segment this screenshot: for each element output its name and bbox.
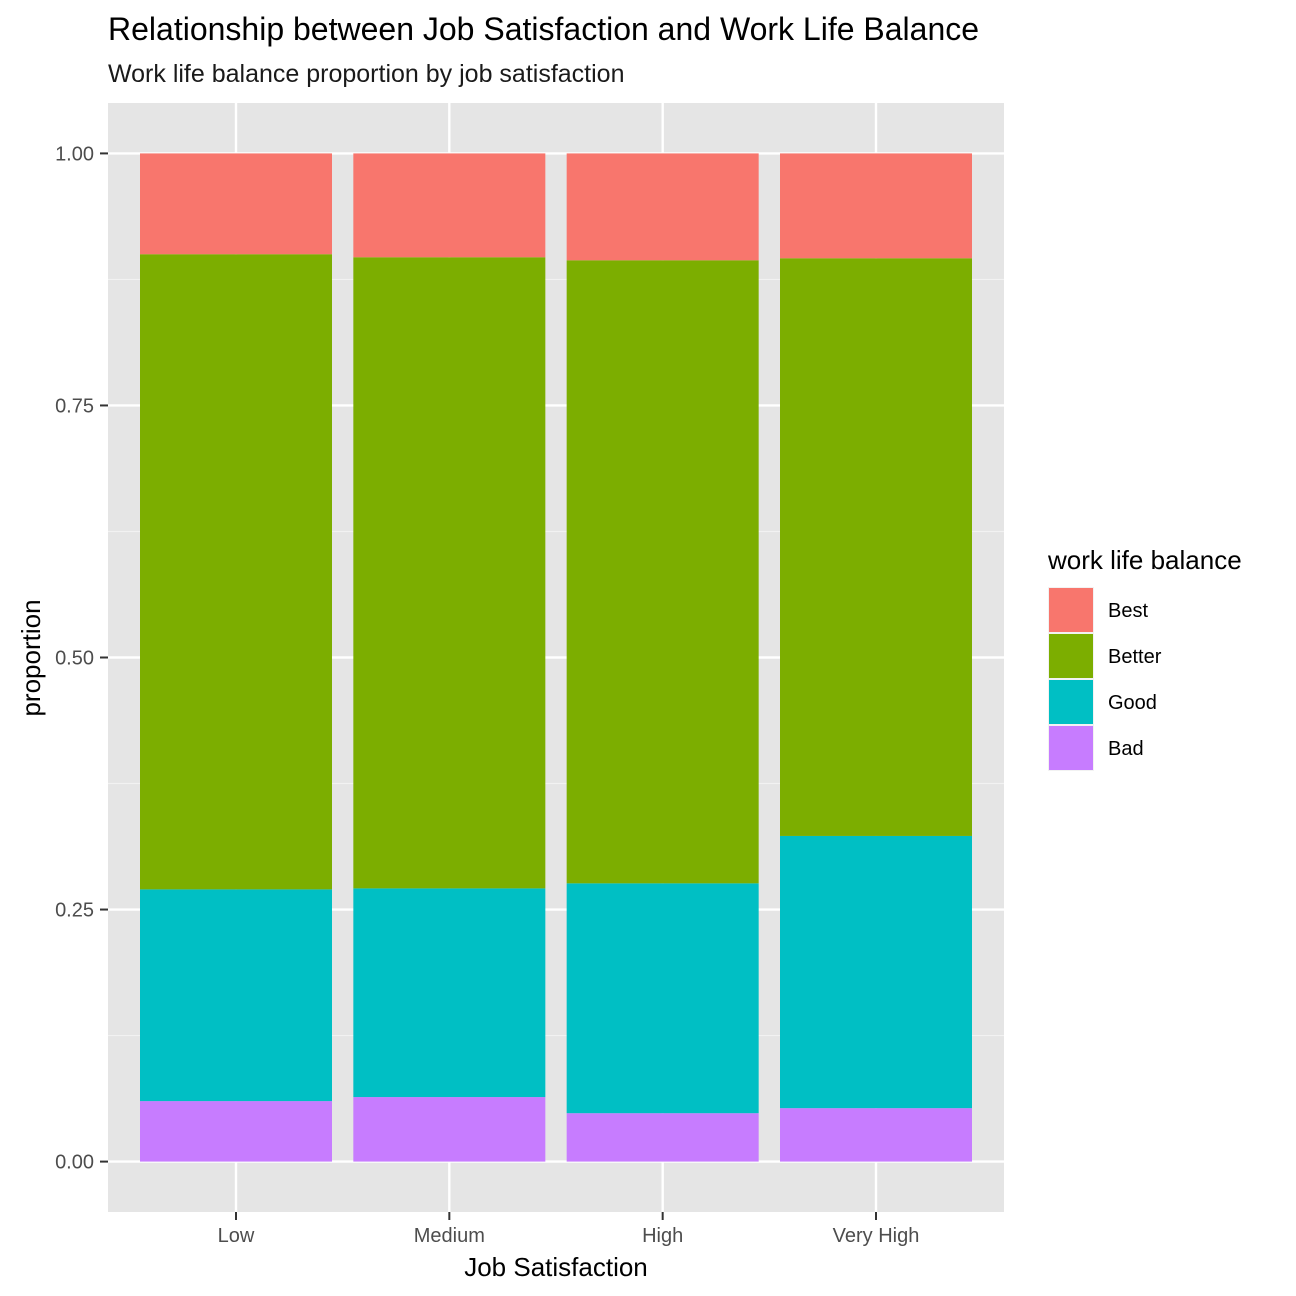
bar-low-good bbox=[140, 889, 332, 1102]
x-tick-label: Low bbox=[218, 1225, 255, 1247]
legend-key-bad bbox=[1049, 726, 1093, 770]
legend-items: Best Better Good Bad bbox=[1048, 587, 1162, 771]
bar-medium-good bbox=[353, 888, 546, 1098]
chart-title: Relationship between Job Satisfaction an… bbox=[108, 11, 979, 47]
legend: work life balance Best Better Good Bad bbox=[1047, 545, 1242, 771]
legend-key-good bbox=[1049, 680, 1093, 724]
y-tick-label: 0.25 bbox=[55, 900, 94, 922]
x-axis-title: Job Satisfaction bbox=[464, 1252, 648, 1282]
bar-medium-better bbox=[353, 257, 546, 889]
legend-label-good: Good bbox=[1108, 692, 1157, 714]
bar-low-bad bbox=[140, 1101, 332, 1162]
bar-high-better bbox=[566, 260, 759, 884]
bar-very-high-good bbox=[780, 835, 972, 1109]
bar-medium-best bbox=[353, 153, 546, 258]
legend-title: work life balance bbox=[1047, 545, 1242, 575]
bars bbox=[140, 153, 972, 1162]
bar-very-high-bad bbox=[780, 1108, 972, 1162]
chart-subtitle: Work life balance proportion by job sati… bbox=[108, 60, 624, 88]
y-tick-label: 1.00 bbox=[55, 143, 94, 165]
bar-very-high-better bbox=[780, 258, 972, 836]
x-tick-label: Medium bbox=[414, 1225, 485, 1247]
x-tick-label: Very High bbox=[833, 1225, 920, 1247]
legend-label-bad: Bad bbox=[1108, 738, 1144, 760]
bar-low-better bbox=[140, 254, 332, 890]
x-axis: Low Medium High Very High bbox=[218, 1212, 920, 1247]
legend-label-best: Best bbox=[1108, 600, 1148, 622]
bar-medium-bad bbox=[353, 1097, 546, 1162]
bar-high-good bbox=[566, 883, 759, 1114]
y-tick-label: 0.00 bbox=[55, 1152, 94, 1174]
y-axis-title: proportion bbox=[16, 599, 46, 716]
bar-low-best bbox=[140, 153, 332, 255]
legend-key-best bbox=[1049, 588, 1093, 632]
legend-key-better bbox=[1049, 634, 1093, 678]
legend-label-better: Better bbox=[1108, 646, 1162, 668]
bar-high-bad bbox=[566, 1113, 759, 1162]
y-tick-label: 0.75 bbox=[55, 395, 94, 417]
bar-high-best bbox=[566, 153, 759, 261]
bar-very-high-best bbox=[780, 153, 972, 259]
y-tick-label: 0.50 bbox=[55, 648, 94, 670]
x-tick-label: High bbox=[642, 1225, 683, 1247]
y-axis: 0.00 0.25 0.50 0.75 1.00 bbox=[55, 143, 108, 1174]
